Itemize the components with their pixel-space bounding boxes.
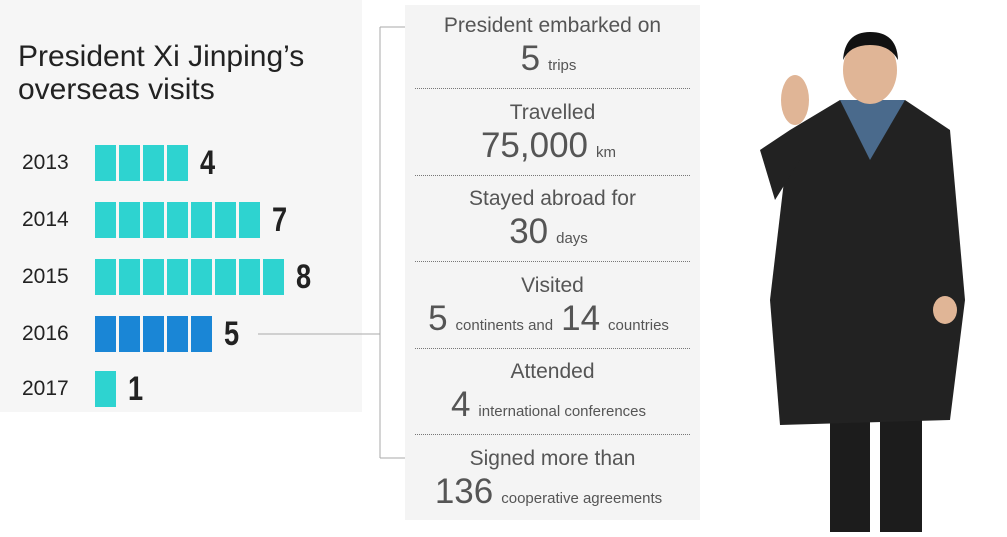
stat-unit: international conferences	[478, 403, 647, 420]
separator	[415, 88, 690, 89]
stat-unit: continents and	[455, 316, 554, 334]
stats-panel: President embarked on 5 trips Travelled 75,0…	[405, 5, 700, 520]
category-label: 2014	[22, 208, 69, 231]
bar	[95, 371, 116, 407]
photo	[760, 32, 965, 532]
stat-label: President embarked on	[443, 14, 662, 37]
bar-unit	[239, 202, 260, 238]
bar	[95, 316, 212, 352]
stat-number: 30	[509, 212, 549, 251]
stat-item: Travelled 75,000 km	[405, 100, 700, 173]
separator	[415, 347, 690, 349]
stat-item: Visited 5 continents and 14 countries	[405, 273, 700, 346]
category-label: 2015	[22, 265, 69, 288]
bar-unit	[119, 145, 140, 181]
bar	[95, 259, 284, 295]
bar-unit	[95, 316, 116, 352]
stat-figure: 5 continents and 14 countries	[405, 299, 700, 346]
stat-number: 4	[450, 385, 471, 424]
chart-title: President Xi Jinping’s overseas visits	[18, 40, 305, 106]
stat-item: Stayed abroad for 30 days	[405, 186, 700, 259]
category-label: 2017	[22, 377, 69, 400]
stat-label: Travelled	[509, 100, 596, 124]
stat-item: Signed more than 136 cooperative agreement…	[405, 446, 700, 519]
bar-unit	[167, 145, 188, 181]
bar-unit	[119, 259, 140, 295]
bar-row: 2017 1	[0, 369, 147, 408]
bar-unit	[95, 145, 116, 181]
bar-unit	[143, 202, 164, 238]
bar	[95, 145, 188, 181]
chart-panel: President Xi Jinping’s overseas visits 2…	[0, 0, 362, 412]
bar-row: 2016 5	[0, 314, 243, 353]
stat-unit: km	[596, 143, 617, 161]
stat-number: 14	[561, 298, 601, 338]
value-label: 7	[272, 200, 288, 239]
category-label: 2016	[22, 322, 69, 345]
bar-unit	[143, 316, 164, 352]
bar-unit	[95, 259, 116, 295]
value-label: 8	[296, 257, 312, 296]
stat-figure: 5 trips	[405, 39, 700, 86]
stat-number: 75,000	[480, 125, 589, 165]
separator	[415, 261, 690, 262]
bar	[95, 202, 260, 238]
bar-unit	[215, 202, 236, 238]
stat-number: 136	[434, 471, 494, 511]
bar-unit	[167, 202, 188, 238]
value-label: 1	[128, 369, 144, 408]
bar-unit	[167, 316, 188, 352]
stat-item: President embarked on 5 trips	[405, 13, 700, 86]
stat-item: Attended 4 international conferences	[405, 359, 700, 432]
stat-label: Stayed abroad for	[469, 187, 636, 210]
stat-figure: 75,000 km	[405, 126, 700, 173]
stat-unit: trips	[548, 57, 577, 74]
bar-unit	[119, 316, 140, 352]
bar-unit	[191, 259, 212, 295]
stat-number: 5	[428, 298, 448, 338]
bar-unit	[191, 316, 212, 352]
category-label: 2013	[22, 151, 69, 174]
stat-figure: 30 days	[405, 212, 700, 259]
separator	[415, 434, 690, 435]
stat-number: 5	[520, 39, 541, 78]
bar-unit	[119, 202, 140, 238]
stat-unit: days	[556, 230, 588, 247]
bar-row: 2014 7	[0, 200, 291, 239]
bar-unit	[263, 259, 284, 295]
bar-unit	[167, 259, 188, 295]
stat-unit: cooperative agreements	[501, 489, 663, 507]
bar-row: 2015 8	[0, 257, 315, 296]
stat-label: Visited	[521, 273, 584, 297]
separator	[415, 174, 690, 176]
bar-unit	[143, 259, 164, 295]
stat-label: Attended	[510, 360, 595, 383]
bar-unit	[191, 202, 212, 238]
stat-label: Signed more than	[469, 446, 636, 470]
stat-figure: 4 international conferences	[405, 385, 700, 432]
stat-figure: 136 cooperative agreements	[405, 472, 700, 519]
value-label: 5	[224, 314, 240, 353]
bar-unit	[143, 145, 164, 181]
value-label: 4	[200, 143, 216, 182]
stat-unit: countries	[608, 316, 669, 334]
bar-unit	[239, 259, 260, 295]
bar-unit	[95, 202, 116, 238]
bar-unit	[95, 371, 116, 407]
bar-unit	[215, 259, 236, 295]
bar-row: 2013 4	[0, 143, 219, 182]
